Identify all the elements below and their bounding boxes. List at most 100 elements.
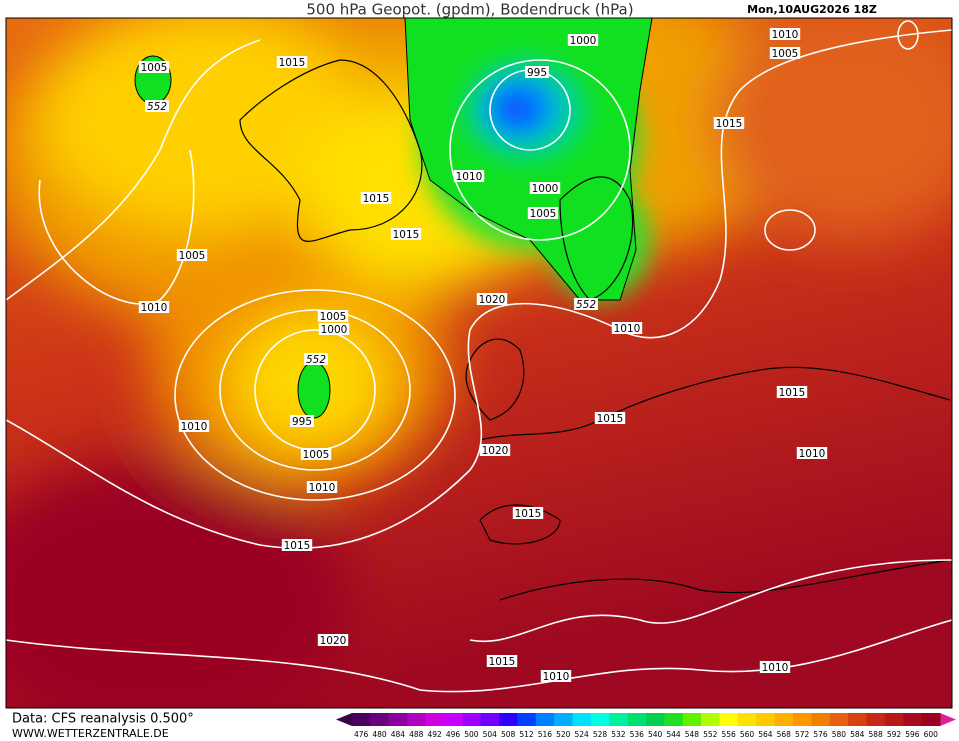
- colorbar-cell: [462, 713, 482, 726]
- isobar-label-box: [759, 661, 791, 673]
- colorbar-cell: [921, 713, 941, 726]
- isobar-label: 995: [292, 416, 312, 428]
- isobar-labels: 1000 1010 1005 1005 552 1015 995 1015 1010 1000 10…: [138, 28, 828, 683]
- isobar-label: 1005: [141, 62, 168, 74]
- colorbar-label: 476: [354, 730, 369, 739]
- colorbar-cell: [499, 713, 518, 726]
- isobar-label-box: [317, 634, 349, 646]
- isobar-label: 1015: [515, 508, 542, 520]
- isobar-label-box: [390, 228, 422, 240]
- colorbar-cell: [737, 713, 757, 726]
- colorbar-cell: [793, 713, 812, 726]
- isobar-label: 995: [527, 67, 547, 79]
- colorbar: 476 480 484 488 492 496 500 504 508 512 516 520 524 5…: [336, 713, 956, 739]
- isobar-label-box: [611, 322, 643, 334]
- isobar-label: 1000: [321, 324, 348, 336]
- colorbar-label: 544: [666, 730, 681, 739]
- colorbar-cell: [352, 713, 371, 726]
- isobar-label-box: [713, 117, 745, 129]
- colorbar-label: 596: [905, 730, 920, 739]
- isobar-label-box: [476, 293, 508, 305]
- isobar-label: 1015: [779, 387, 806, 399]
- isobar-label: 552: [147, 101, 167, 113]
- isobar-label-box: [479, 444, 511, 456]
- isobar-label-box: [178, 420, 210, 432]
- isobar-label: 1020: [482, 445, 509, 457]
- colorbar-cell: [774, 713, 794, 726]
- colorbar-arrow-right: [940, 713, 956, 726]
- map-title: 500 hPa Geopot. (gpdm), Bodendruck (hPa): [306, 1, 633, 19]
- colorbar-label: 504: [483, 730, 498, 739]
- colorbar-label: 552: [703, 730, 718, 739]
- isobar-label: 1020: [479, 294, 506, 306]
- isobar-label: 1015: [393, 229, 420, 241]
- isobar-label-box: [300, 448, 332, 460]
- colorbar-label: 536: [630, 730, 645, 739]
- isobar-label: 1010: [772, 29, 799, 41]
- isobar-label-box: [176, 249, 208, 261]
- isobar-label-box: [290, 415, 314, 427]
- colorbar-cell: [701, 713, 720, 726]
- colorbar-cell: [388, 713, 408, 726]
- colorbar-label: 556: [722, 730, 737, 739]
- colorbar-label: 592: [887, 730, 902, 739]
- isobar-label-box: [276, 56, 308, 68]
- isobar-label: 1010: [762, 662, 789, 674]
- isobar-label-box: [453, 170, 485, 182]
- isobar-label-box: [796, 447, 828, 459]
- colorbar-cell: [609, 713, 629, 726]
- isobar-label-box: [306, 481, 338, 493]
- colorbar-label: 488: [409, 730, 424, 739]
- website: WWW.WETTERZENTRALE.DE: [12, 727, 169, 740]
- colorbar-label: 508: [501, 730, 516, 739]
- isobar-label-box: [138, 301, 170, 313]
- colorbar-cell: [719, 713, 739, 726]
- colorbar-cell: [535, 713, 555, 726]
- isobar-label-box: [769, 47, 801, 59]
- isobar-label: 1010: [614, 323, 641, 335]
- colorbar-cell: [682, 713, 702, 726]
- colorbar-label: 584: [850, 730, 865, 739]
- isobar-label: 1010: [456, 171, 483, 183]
- isobar-label: 1010: [543, 671, 570, 683]
- isobar-label-box: [525, 66, 549, 78]
- colorbar-cell: [572, 713, 592, 726]
- isobar-label: 1015: [363, 193, 390, 205]
- isobar-label: 552: [576, 299, 596, 311]
- colorbar-label: 512: [519, 730, 534, 739]
- colorbar-cell: [425, 713, 445, 726]
- isobar-label-box: [567, 34, 599, 46]
- isobar-label-box: [776, 386, 808, 398]
- isobar-label: 1005: [530, 208, 557, 220]
- colorbar-cell: [756, 713, 776, 726]
- isobar-label-box: [529, 182, 561, 194]
- colorbar-label: 572: [795, 730, 810, 739]
- colorbar-label: 524: [575, 730, 590, 739]
- colorbar-label: 480: [372, 730, 387, 739]
- isobar-label-box: [360, 192, 392, 204]
- isobar-label: 1010: [141, 302, 168, 314]
- isobar-label-box: [527, 207, 559, 219]
- colorbar-label: 500: [464, 730, 479, 739]
- isobar-label: 1010: [181, 421, 208, 433]
- colorbar-cell: [811, 713, 831, 726]
- colorbar-label: 600: [924, 730, 939, 739]
- colorbar-label: 528: [593, 730, 608, 739]
- isobar-label-box: [594, 412, 626, 424]
- isobar-label-box: [574, 298, 598, 310]
- colorbar-label: 484: [391, 730, 406, 739]
- colorbar-label: 540: [648, 730, 663, 739]
- colorbar-cell: [884, 713, 904, 726]
- isobar-label-box: [317, 310, 349, 322]
- colorbar-cell: [370, 713, 390, 726]
- colorbar-cell: [848, 713, 867, 726]
- isobar-label: 1010: [309, 482, 336, 494]
- colorbar-arrow-left: [336, 713, 352, 726]
- isobar-label: 1015: [284, 540, 311, 552]
- isobar-label: 1000: [570, 35, 597, 47]
- colorbar-label: 520: [556, 730, 571, 739]
- colorbar-label: 564: [758, 730, 773, 739]
